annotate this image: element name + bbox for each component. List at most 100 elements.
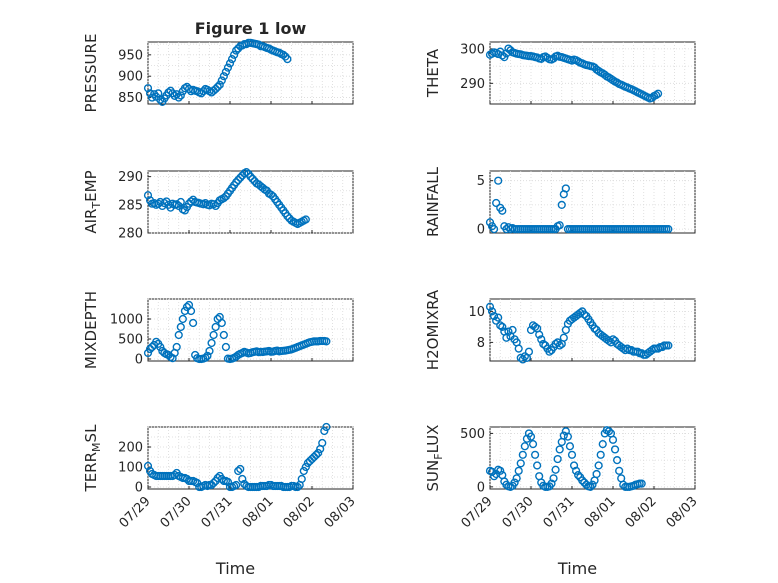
terr-msl-point bbox=[223, 477, 233, 487]
air-temp-point bbox=[301, 215, 310, 224]
terr-msl-point bbox=[318, 438, 327, 448]
pressure-point bbox=[197, 89, 206, 98]
h2omixra-point bbox=[504, 327, 513, 336]
terr-msl-point bbox=[297, 474, 306, 484]
mixdepth-point bbox=[176, 322, 185, 332]
rainfall-point bbox=[561, 184, 570, 193]
sun-flux-point bbox=[565, 442, 575, 451]
mixdepth-point bbox=[189, 318, 198, 328]
sun-flux-point bbox=[518, 450, 527, 459]
sun-flux-point bbox=[553, 454, 562, 464]
mixdepth-point bbox=[209, 330, 218, 340]
h2omixra-point bbox=[539, 339, 548, 349]
rainfall-point bbox=[494, 176, 503, 185]
xtick-label-07-29: 07/29 bbox=[459, 494, 496, 531]
h2omixra-subplot: 8 10 H2OMIXRA bbox=[424, 289, 696, 370]
h2omixra-point bbox=[485, 302, 495, 311]
xtick-label-08-03: 08/03 bbox=[664, 494, 701, 531]
mixdepth-ytick-label: 0 bbox=[135, 353, 143, 368]
sun-flux-point bbox=[598, 440, 607, 449]
h2omixra-point bbox=[590, 324, 599, 333]
sun-flux-point bbox=[528, 440, 538, 449]
theta-ytick-label: 300 bbox=[460, 42, 485, 57]
mixdepth-point bbox=[203, 351, 212, 360]
sun-flux-point bbox=[522, 434, 532, 443]
sun-flux-point bbox=[608, 435, 618, 444]
sun-flux-point bbox=[555, 445, 564, 454]
terr-msl-point bbox=[301, 462, 310, 472]
terr-msl-ytick-label: 0 bbox=[135, 481, 143, 496]
h2omixra-ylabel: H2OMIXRA bbox=[424, 289, 442, 370]
sun-flux-ylabel: SUNFLUX bbox=[424, 425, 445, 492]
sun-flux-point bbox=[578, 476, 587, 485]
h2omixra-point bbox=[490, 311, 499, 321]
sun-flux-subplot: 0 500 07/29 07/30 07/31 08/01 08/02 08/03 SUNFLU… bbox=[424, 425, 701, 578]
terr-msl-point bbox=[232, 480, 241, 490]
h2omixra-point bbox=[535, 330, 544, 339]
xtick-label-08-01: 08/01 bbox=[240, 494, 277, 531]
h2omixra-point bbox=[496, 321, 505, 330]
air-temp-ytick-label: 280 bbox=[118, 227, 143, 242]
h2omixra-point bbox=[520, 352, 529, 361]
rainfall-ylabel: RAINFALL bbox=[424, 166, 442, 237]
mixdepth-point bbox=[221, 342, 231, 352]
sun-flux-point bbox=[490, 472, 499, 481]
sun-flux-point bbox=[586, 482, 595, 491]
mixdepth-point bbox=[172, 342, 181, 352]
h2omixra-point bbox=[608, 335, 618, 344]
theta-ytick-label: 290 bbox=[460, 77, 485, 92]
terr-msl-point bbox=[320, 426, 329, 436]
air-temp-point bbox=[248, 174, 257, 183]
air-temp-ytick-label: 290 bbox=[118, 170, 143, 185]
xtick-label-07-31: 07/31 bbox=[541, 494, 578, 531]
mixdepth-point bbox=[156, 342, 165, 352]
rainfall-point bbox=[498, 206, 507, 215]
air-temp-ylabel: AIRTEMP bbox=[82, 170, 103, 233]
mixdepth-point bbox=[143, 348, 153, 358]
h2omixra-ytick-label: 10 bbox=[468, 305, 485, 320]
mixdepth-ytick-label: 1000 bbox=[110, 313, 143, 328]
sun-flux-point bbox=[563, 432, 573, 441]
rainfall-ytick-label: 5 bbox=[477, 174, 485, 189]
theta-point bbox=[653, 89, 663, 98]
xtick-label-07-29: 07/29 bbox=[117, 494, 154, 531]
h2omixra-point bbox=[514, 344, 523, 353]
mixdepth-point bbox=[205, 346, 214, 356]
theta-point bbox=[498, 51, 507, 60]
pressure-point bbox=[230, 50, 239, 59]
h2omixra-point bbox=[508, 325, 517, 335]
rainfall-ytick-label: 0 bbox=[477, 223, 485, 238]
mixdepth-point bbox=[322, 337, 331, 346]
sun-flux-point bbox=[547, 479, 556, 488]
pressure-subplot: 850 900 950 PRESSURE Figure 1 low bbox=[82, 19, 354, 113]
pressure-point bbox=[145, 89, 155, 98]
h2omixra-point bbox=[559, 333, 568, 342]
h2omixra-point bbox=[524, 347, 534, 356]
air-temp-point bbox=[143, 191, 153, 200]
pressure-ylabel: PRESSURE bbox=[82, 34, 100, 113]
h2omixra-point bbox=[664, 341, 673, 350]
terr-msl-ytick-label: 100 bbox=[118, 461, 143, 476]
terr-msl-point bbox=[312, 450, 321, 460]
sun-flux-point bbox=[512, 474, 521, 483]
sun-flux-point bbox=[604, 427, 614, 436]
pressure-point bbox=[225, 59, 235, 68]
sun-flux-point bbox=[514, 466, 523, 475]
terr-msl-point bbox=[143, 461, 153, 471]
sun-flux-point bbox=[559, 431, 568, 440]
rainfall-point bbox=[490, 225, 499, 234]
air-temp-subplot: 280 285 290 AIRTEMP bbox=[82, 168, 354, 242]
terr-msl-point bbox=[238, 474, 247, 484]
sun-flux-point bbox=[567, 450, 577, 459]
xtick-label-08-02: 08/02 bbox=[281, 494, 318, 531]
air-temp-point bbox=[283, 211, 292, 221]
pressure-point bbox=[176, 91, 185, 100]
mixdepth-point bbox=[152, 337, 161, 346]
rainfall-point bbox=[485, 218, 495, 227]
sun-flux-point bbox=[496, 466, 505, 475]
pressure-ytick-label: 900 bbox=[118, 70, 143, 85]
pressure-point bbox=[213, 82, 222, 91]
theta-point bbox=[494, 49, 503, 59]
mixdepth-point bbox=[186, 306, 196, 316]
